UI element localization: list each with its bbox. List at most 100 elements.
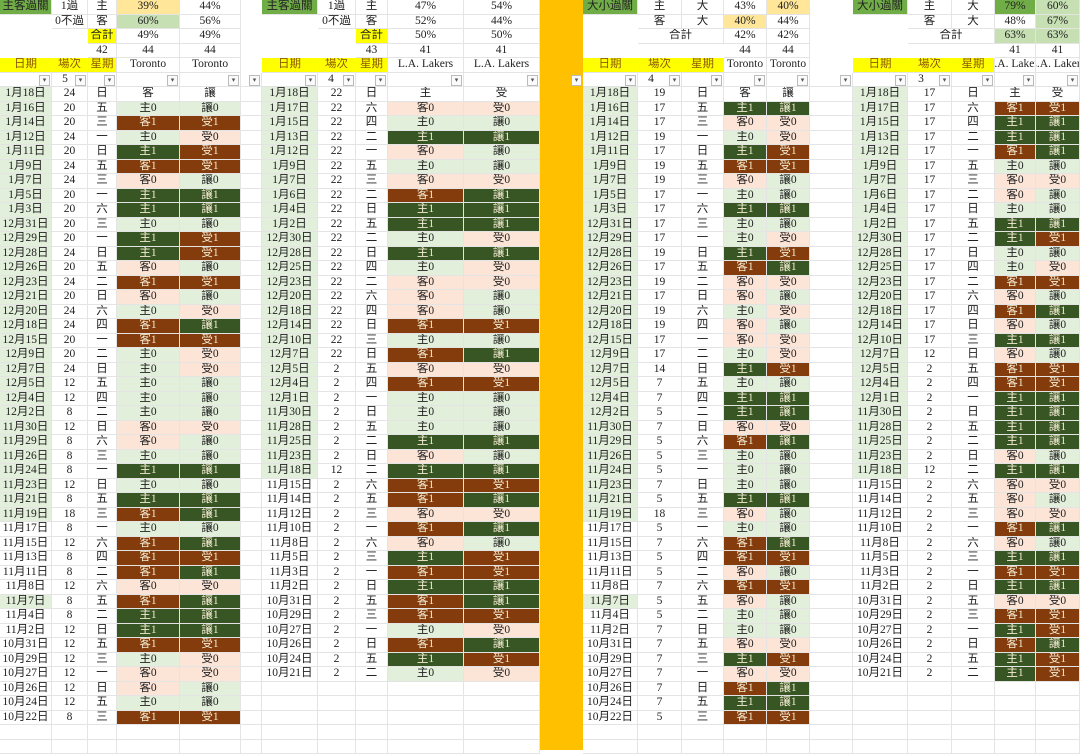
filter-dropdown-button[interactable]: ▾ (982, 75, 993, 86)
home-away-result-cell: 客1 (388, 319, 464, 334)
weekday-cell: 五 (952, 595, 995, 610)
filter-dropdown-button[interactable]: ▾ (451, 75, 462, 86)
handicap-result-cell: 受1 (464, 653, 540, 668)
filter-dropdown-button[interactable]: ▾ (167, 75, 178, 86)
date-cell: 1月9日 (583, 160, 638, 175)
empty-cell (810, 276, 853, 291)
total-label: 合計 (356, 29, 388, 44)
weekday-cell: 三 (88, 653, 117, 668)
handicap-result-cell: 讓1 (767, 261, 810, 276)
empty-cell (262, 682, 318, 697)
home-away-result-cell: 主1 (117, 232, 180, 247)
weekday-cell: 日 (88, 421, 117, 436)
filter-dropdown-button[interactable]: ▾ (104, 75, 115, 86)
filter-dropdown-button[interactable]: ▾ (75, 75, 86, 86)
handicap-result-cell: 受1 (180, 232, 241, 247)
filter-dropdown-button[interactable]: ▾ (228, 75, 239, 86)
column-header: 日期 (853, 58, 908, 73)
game-number-cell: 2 (318, 566, 356, 581)
date-cell: 10月27日 (0, 667, 52, 682)
game-number-cell: 2 (908, 377, 952, 392)
home-away-result-cell: 客1 (117, 537, 180, 552)
game-number-cell: 2 (318, 667, 356, 682)
empty-cell (810, 537, 853, 552)
home-away-result-cell: 客0 (388, 102, 464, 117)
date-cell: 12月1日 (262, 392, 318, 407)
weekday-cell: 一 (88, 189, 117, 204)
filter-dropdown-button[interactable]: ▾ (571, 75, 582, 86)
handicap-result-cell: 讓1 (767, 537, 810, 552)
filter-dropdown-button[interactable]: ▾ (625, 75, 636, 86)
date-cell: 11月12日 (853, 508, 908, 523)
filter-dropdown-button[interactable]: ▾ (343, 75, 354, 86)
home-away-result-cell: 客1 (724, 580, 767, 595)
filter-value: 5 (58, 73, 72, 88)
filter-dropdown-button[interactable]: ▾ (669, 75, 680, 86)
empty-cell (810, 638, 853, 653)
weekday-cell: 三 (682, 174, 724, 189)
filter-dropdown-button[interactable]: ▾ (1023, 75, 1034, 86)
game-number-cell: 2 (318, 493, 356, 508)
game-number-cell: 2 (318, 435, 356, 450)
filter-dropdown-button[interactable]: ▾ (711, 75, 722, 86)
game-number-cell: 2 (318, 406, 356, 421)
filter-dropdown-button[interactable]: ▾ (39, 75, 50, 86)
empty-cell (241, 421, 262, 436)
date-cell: 1月15日 (262, 116, 318, 131)
filter-dropdown-button[interactable]: ▾ (527, 75, 538, 86)
weekday-cell: 五 (88, 595, 117, 610)
game-number-cell: 12 (52, 421, 88, 436)
date-cell: 10月24日 (583, 696, 638, 711)
home-away-result-cell: 客 (724, 87, 767, 102)
filter-dropdown-button[interactable]: ▾ (375, 75, 386, 86)
empty-cell (356, 682, 388, 697)
empty-cell (241, 145, 262, 160)
filter-dropdown-button[interactable]: ▾ (249, 75, 260, 86)
win-rate-percent: 60% (1036, 0, 1080, 15)
empty-cell (908, 711, 952, 726)
date-cell: 12月26日 (583, 261, 638, 276)
over-label: 大 (952, 0, 995, 15)
empty-cell (682, 725, 724, 740)
empty-cell (952, 725, 995, 740)
filter-dropdown-button[interactable]: ▾ (797, 75, 808, 86)
home-away-result-cell: 主1 (995, 580, 1036, 595)
game-number-cell: 5 (638, 450, 682, 465)
game-number-cell: 2 (318, 450, 356, 465)
filter-dropdown-button[interactable]: ▾ (895, 75, 906, 86)
home-away-result-cell: 主1 (724, 363, 767, 378)
team-column-header: L.A. Lakers (1036, 58, 1080, 73)
filter-dropdown-button[interactable]: ▾ (840, 75, 851, 86)
filter-dropdown-button[interactable]: ▾ (754, 75, 765, 86)
home-away-result-cell: 客0 (117, 580, 180, 595)
handicap-result-cell: 讓1 (767, 696, 810, 711)
home-away-result-cell: 客1 (995, 145, 1036, 160)
filter-dropdown-button[interactable]: ▾ (939, 75, 950, 86)
date-cell: 12月5日 (0, 377, 52, 392)
home-away-result-cell: 客0 (388, 450, 464, 465)
home-away-result-cell: 主0 (388, 160, 464, 175)
game-number-cell: 7 (638, 479, 682, 494)
game-number-cell: 22 (318, 319, 356, 334)
home-away-result-cell: 客0 (117, 174, 180, 189)
empty-cell (241, 653, 262, 668)
handicap-result-cell: 受0 (464, 667, 540, 682)
game-number-cell: 7 (638, 667, 682, 682)
weekday-cell: 日 (88, 247, 117, 262)
handicap-result-cell: 受1 (464, 609, 540, 624)
game-number-cell: 22 (318, 203, 356, 218)
game-number-cell: 2 (908, 609, 952, 624)
filter-dropdown-button[interactable]: ▾ (305, 75, 316, 86)
weekday-cell: 一 (682, 334, 724, 349)
handicap-result-cell: 受1 (180, 276, 241, 291)
handicap-result-cell: 受1 (464, 479, 540, 494)
game-number-cell: 19 (638, 319, 682, 334)
win-rate-percent: 47% (388, 0, 464, 15)
date-cell: 1月12日 (262, 145, 318, 160)
empty-cell (810, 682, 853, 697)
weekday-cell: 一 (88, 464, 117, 479)
handicap-result-cell: 受0 (464, 363, 540, 378)
home-away-result-cell: 主1 (117, 493, 180, 508)
filter-dropdown-button[interactable]: ▾ (1067, 75, 1078, 86)
weekday-cell: 日 (356, 348, 388, 363)
